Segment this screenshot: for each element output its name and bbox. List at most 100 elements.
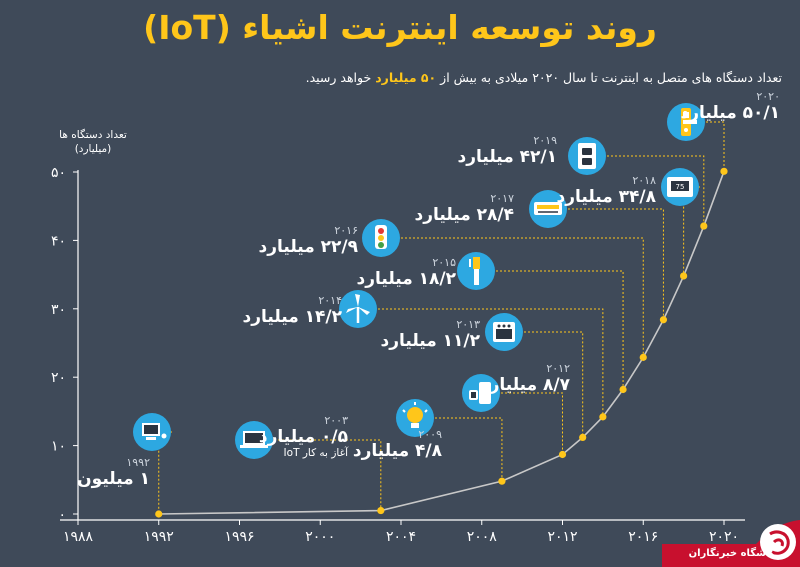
x-tick-label: ۱۹۹۶ <box>224 529 254 545</box>
annotation-year: ۲۰۱۳ <box>456 318 480 331</box>
annotation-year: ۲۰۱۴ <box>318 294 342 307</box>
oven-icon <box>485 313 523 351</box>
annotation-year: ۲۰۱۷ <box>490 192 514 205</box>
logo-icon <box>662 520 800 567</box>
toothbrush-icon <box>457 252 495 290</box>
data-point <box>720 167 728 175</box>
annotation-label: ۲۰۱۳ ۱۱/۲ میلیارد <box>280 318 481 351</box>
y-axis-label-line2: (میلیارد) <box>74 143 112 155</box>
smartwatch-phone-icon-art <box>469 382 491 404</box>
annotation-year: ۲۰۲۰ <box>756 90 780 103</box>
annotation-year: ۱۹۹۲ <box>126 456 150 469</box>
thermostat-icon: 75 <box>661 168 699 206</box>
subtitle-text: تعداد دستگاه های متصل به اینترنت تا سال … <box>440 70 782 85</box>
smart-door-lock-icon-art <box>681 108 697 136</box>
logo-text: باشگاه خبرنگاران <box>688 548 774 559</box>
data-point <box>639 353 647 361</box>
data-point <box>558 450 567 459</box>
annotation-value: ۱۸/۲ میلیارد <box>356 269 457 289</box>
annotation-year: ۲۰۱۶ <box>334 224 358 237</box>
data-point <box>498 477 506 485</box>
annotation-label: ۲۰۱۴ ۱۴/۲ میلیارد <box>142 294 343 327</box>
data-point <box>599 413 607 421</box>
annotation-value: ۳۴/۸ میلیارد <box>556 187 657 207</box>
x-tick-label: ۱۹۸۸ <box>63 529 94 545</box>
x-tick-label: ۲۰۰۸ <box>467 529 498 545</box>
leader-line <box>568 208 664 320</box>
leader-line <box>524 331 584 438</box>
leader-line <box>378 308 604 417</box>
annotation-label: ۲۰۰۹ ۴/۸ میلیارد <box>242 428 442 461</box>
series-line <box>158 171 725 515</box>
x-tick-label: ۲۰۱۶ <box>628 529 658 545</box>
laptop-icon-art <box>240 431 268 448</box>
annotation-year: ۲۰۰۳ <box>324 414 348 427</box>
annotation-value: ۱۱/۲ میلیارد <box>380 331 481 351</box>
annotation-label: ۲۰۱۸ ۳۴/۸ میلیارد <box>456 174 657 207</box>
leader-line <box>501 392 563 455</box>
annotation-value: ۴/۸ میلیارد <box>352 441 442 461</box>
annotation-value: ۲۸/۴ میلیارد <box>414 205 515 225</box>
smart-door-lock-icon <box>667 103 705 141</box>
y-tick-label: ۱۰ <box>51 439 66 455</box>
annotation-year: ۲۰۱۲ <box>546 362 570 375</box>
annotation-label: ۲۰۱۵ ۱۸/۲ میلیارد <box>256 256 457 289</box>
data-point <box>680 272 688 280</box>
annotation-value: ۴۲/۱ میلیارد <box>457 147 558 167</box>
data-point <box>619 385 627 394</box>
leader-line <box>706 121 725 172</box>
chart-subtitle: تعداد دستگاه های متصل به اینترنت تا سال … <box>306 70 782 85</box>
air-conditioner-icon-art <box>534 202 562 215</box>
chart-title: روند توسعه اینترنت اشیاء (IoT) <box>143 8 657 47</box>
lightbulb-icon-art <box>402 402 428 428</box>
annotation-year: ۲۰۱۵ <box>432 256 456 269</box>
y-tick-label: ۴۰ <box>51 233 66 249</box>
svg-text:75: 75 <box>676 183 685 191</box>
thermostat-icon-art: 75 <box>667 177 693 197</box>
annotation-label: ۲۰۱۶ ۲۲/۹ میلیارد <box>158 224 359 257</box>
annotation-value: ۰/۵ میلیارد <box>258 427 348 447</box>
leader-line <box>435 417 503 482</box>
y-tick-label: ۵۰ <box>51 165 66 181</box>
wind-turbine-icon <box>339 290 377 328</box>
traffic-light-icon <box>362 219 400 257</box>
x-tick-label: ۲۰۲۰ <box>709 529 739 545</box>
subtitle-highlight: ۵۰ میلیارد <box>375 70 437 85</box>
leader-line <box>274 439 382 511</box>
lightbulb-icon <box>396 399 434 437</box>
annotation-label: ۲۰۲۰ ۵۰/۱ میلیارد <box>580 90 781 123</box>
wind-turbine-icon-art <box>346 294 370 323</box>
annotation-label: ۲۰۱۷ ۲۸/۴ میلیارد <box>314 192 515 225</box>
y-tick-label: ۰ <box>58 507 66 523</box>
annotation-year: ۲۰۰۹ <box>418 428 442 441</box>
computer-icon <box>133 413 171 451</box>
air-conditioner-icon <box>529 190 567 228</box>
annotation-value: ۵۰/۱ میلیارد <box>680 103 781 123</box>
oven-icon-art <box>493 322 515 342</box>
annotation-value: ۱۴/۲ میلیارد <box>242 307 343 327</box>
smart-outlet-icon-art <box>578 143 596 169</box>
y-axis-label: تعداد دستگاه ها (میلیارد) <box>58 128 128 156</box>
computer-icon-art <box>142 423 167 440</box>
annotation-label: ۲۰۱۲ ۸/۷ میلیارد <box>370 362 570 395</box>
smartwatch-phone-icon <box>462 374 500 412</box>
annotation-year: ۲۰۱۹ <box>533 134 557 147</box>
x-tick-label: ۱۹۹۲ <box>144 529 174 545</box>
subtitle-end: خواهد رسید. <box>305 70 372 85</box>
annotation-label: ۲۰۰۳ ۰/۵ میلیارد آغاز به کار IoT <box>148 414 348 459</box>
x-tick-label: ۲۰۱۲ <box>547 529 577 545</box>
annotation-label: ۲۰۱۹ ۴۲/۱ میلیارد <box>357 134 558 167</box>
data-point <box>579 433 587 441</box>
y-tick-label: ۲۰ <box>51 370 66 386</box>
annotation-year: ۲۰۱۸ <box>632 174 656 187</box>
data-point <box>155 510 163 518</box>
annotation-value: ۲۲/۹ میلیارد <box>258 237 359 257</box>
x-tick-label: ۲۰۰۴ <box>386 529 416 545</box>
x-tick-label: ۲۰۰۰ <box>305 529 335 545</box>
annotation-value: ۱ میلیون <box>77 469 150 489</box>
annotation-label: ۱۹۹۲ ۱ میلیون <box>0 456 150 489</box>
smart-outlet-icon <box>568 137 606 175</box>
leader-line <box>607 155 705 227</box>
